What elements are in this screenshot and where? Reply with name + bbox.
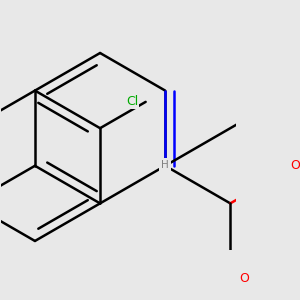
Text: Cl: Cl xyxy=(126,95,139,108)
Text: O: O xyxy=(240,272,250,285)
Text: N: N xyxy=(160,159,170,172)
Text: O: O xyxy=(290,159,300,172)
Text: H: H xyxy=(161,160,169,170)
